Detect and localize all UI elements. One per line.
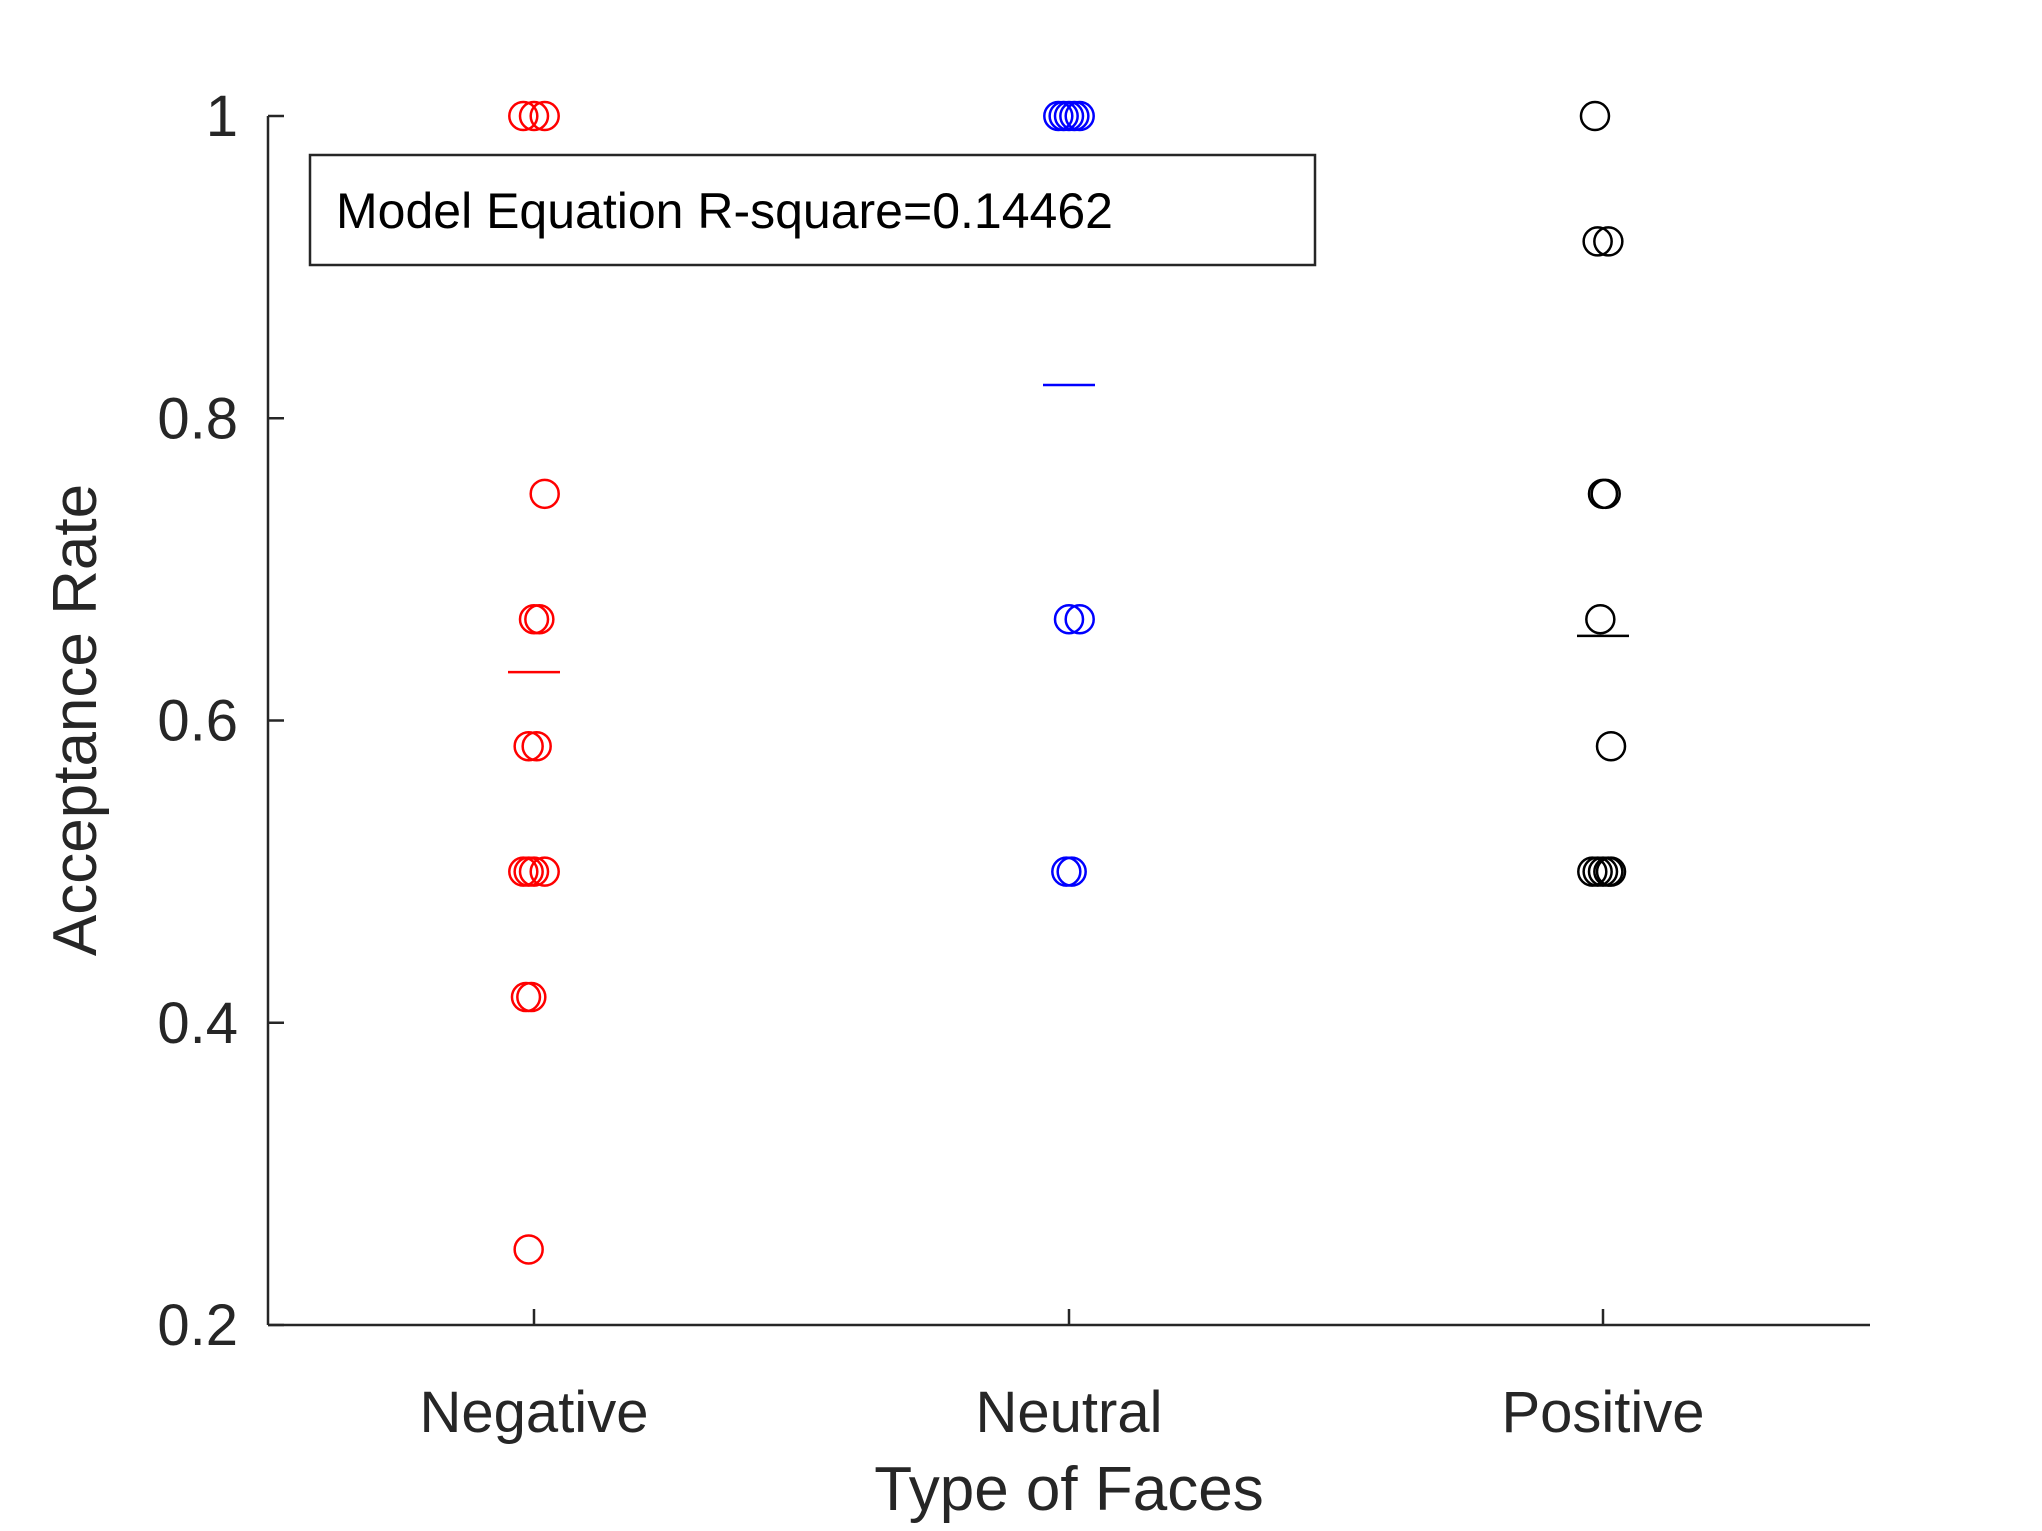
data-point bbox=[1064, 100, 1095, 132]
data-point bbox=[508, 100, 539, 132]
data-point bbox=[1056, 856, 1087, 887]
y-tick-label: 1 bbox=[206, 84, 238, 149]
data-point bbox=[529, 100, 560, 132]
x-tick-label: Neutral bbox=[976, 1380, 1163, 1445]
x-axis-title: Type of Faces bbox=[874, 1455, 1263, 1524]
annotation-box: Model Equation R-square=0.14462 bbox=[308, 153, 1317, 267]
x-ticks: Negative Neutral Positive bbox=[420, 1309, 1705, 1445]
data-point bbox=[516, 981, 547, 1013]
data-point bbox=[518, 100, 550, 132]
y-ticks: 0.2 0.4 0.6 0.8 1 bbox=[157, 84, 284, 1358]
data-point bbox=[529, 856, 560, 887]
data-point bbox=[1582, 226, 1613, 257]
data-point bbox=[521, 730, 552, 762]
annotation-text: Model Equation R-square=0.14462 bbox=[336, 183, 1113, 239]
data-point bbox=[1579, 100, 1611, 132]
data-point bbox=[1590, 478, 1621, 510]
data-point bbox=[513, 1234, 544, 1265]
x-tick-label: Positive bbox=[1501, 1380, 1704, 1445]
data-point bbox=[524, 603, 555, 635]
data-point bbox=[1595, 856, 1627, 887]
y-tick-label: 0.4 bbox=[157, 991, 238, 1056]
data-point bbox=[1053, 603, 1085, 635]
data-point bbox=[1587, 478, 1619, 510]
data-point bbox=[513, 730, 544, 762]
data-point bbox=[1064, 603, 1095, 635]
x-tick-label: Negative bbox=[420, 1380, 649, 1445]
data-point bbox=[1595, 730, 1627, 762]
y-tick-label: 0.6 bbox=[157, 689, 238, 754]
data-point bbox=[1585, 603, 1616, 635]
data-points bbox=[508, 100, 1627, 1265]
mean-lines bbox=[508, 383, 1629, 674]
y-tick-label: 0.8 bbox=[157, 386, 238, 451]
axes bbox=[266, 116, 1870, 1327]
data-point bbox=[529, 478, 560, 510]
data-point bbox=[518, 856, 550, 887]
y-axis-title: Acceptance Rate bbox=[41, 484, 110, 956]
annotation-border bbox=[308, 153, 1317, 267]
data-point bbox=[1593, 226, 1624, 257]
y-tick-label: 0.2 bbox=[157, 1293, 238, 1358]
